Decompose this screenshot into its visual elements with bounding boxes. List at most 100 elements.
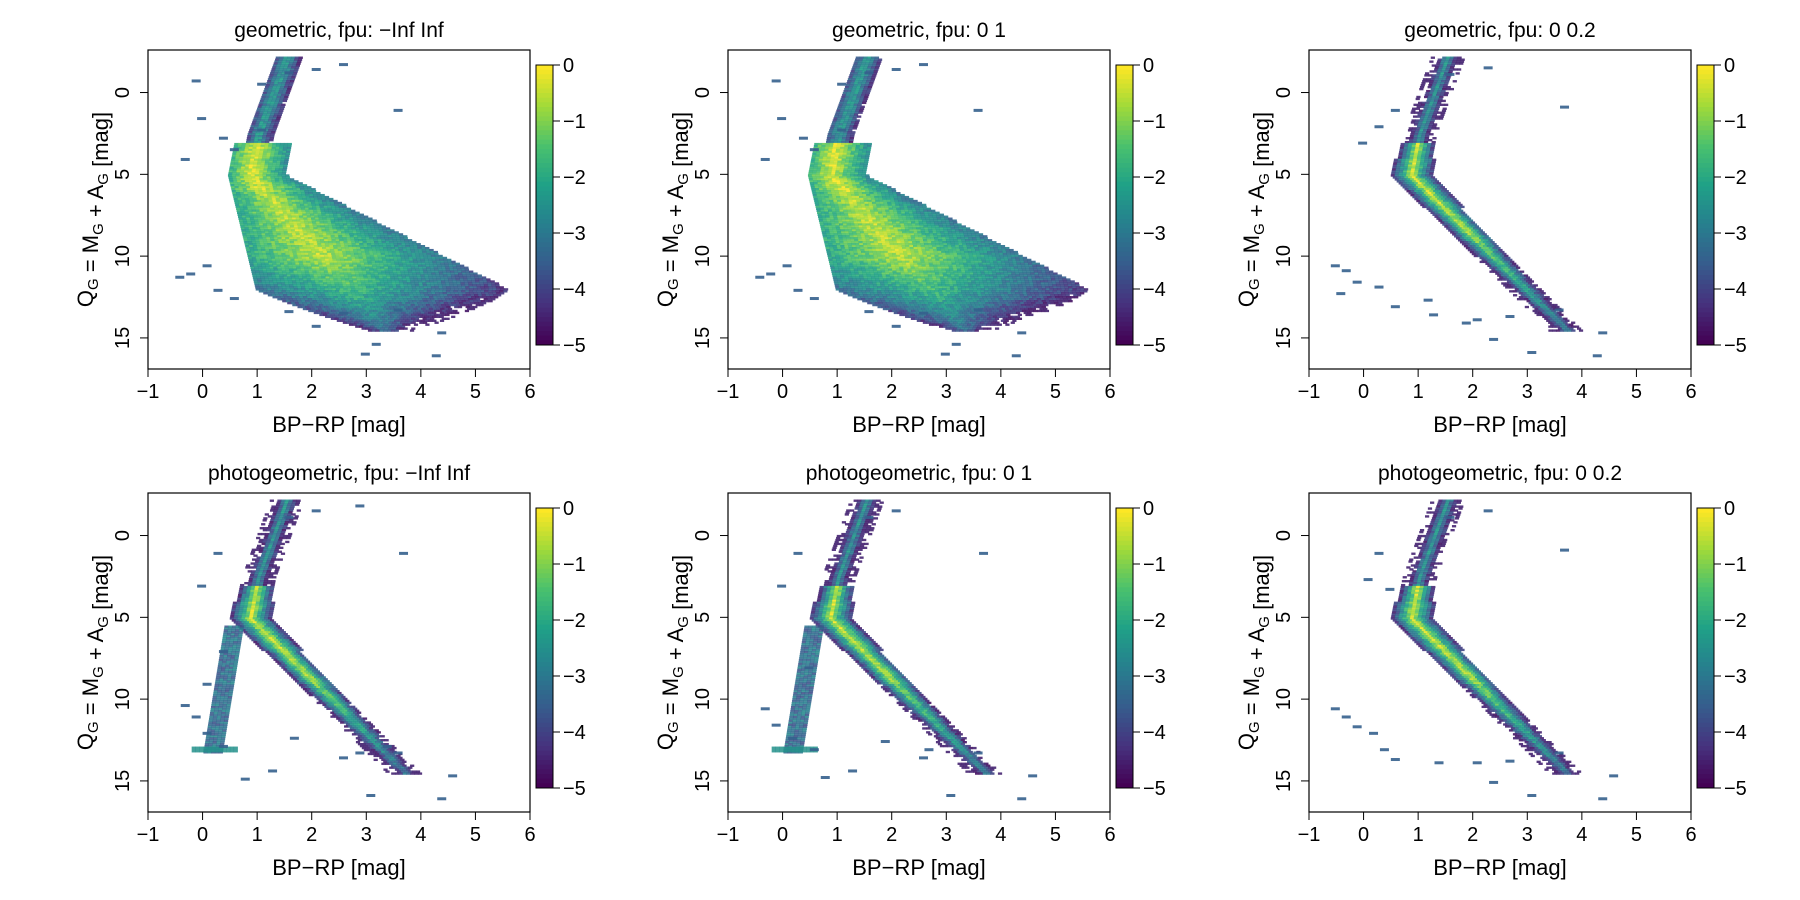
density-cell	[266, 268, 271, 271]
density-cell	[280, 219, 286, 222]
density-cell	[241, 162, 246, 165]
density-cell	[287, 278, 292, 281]
density-cell	[365, 270, 371, 273]
density-cell	[392, 299, 398, 303]
density-cell	[817, 213, 822, 216]
density-cell	[902, 203, 908, 207]
density-cell	[317, 276, 322, 279]
density-cell	[278, 148, 284, 152]
density-cell	[904, 195, 910, 199]
density-cell	[230, 184, 235, 187]
density-cell	[273, 219, 278, 222]
density-cell	[814, 184, 819, 187]
density-cell	[343, 288, 348, 291]
density-cell	[836, 180, 841, 183]
density-cell	[405, 274, 410, 277]
density-cell	[277, 266, 282, 269]
density-cell	[400, 256, 406, 260]
density-cell	[246, 158, 251, 161]
density-cell	[885, 211, 891, 214]
density-cell	[307, 298, 313, 301]
density-cell	[834, 203, 839, 207]
density-cell	[834, 135, 840, 138]
density-cell	[863, 162, 868, 165]
density-cell	[375, 329, 380, 332]
density-cell	[891, 190, 897, 193]
density-cell	[249, 184, 254, 187]
density-cell	[259, 223, 264, 226]
density-cell	[241, 231, 247, 234]
density-cell	[449, 290, 454, 293]
density-cell	[301, 241, 306, 244]
density-cell	[487, 284, 492, 287]
density-cell	[357, 266, 362, 269]
density-cell	[285, 205, 290, 209]
density-cell	[273, 284, 279, 287]
density-cell	[817, 162, 823, 165]
density-cell	[828, 193, 833, 197]
density-cell	[819, 156, 824, 160]
density-cell	[848, 97, 853, 101]
outlier-cell	[257, 128, 267, 132]
density-cell	[410, 248, 415, 252]
density-cell	[254, 250, 259, 254]
density-cell	[268, 199, 273, 203]
density-cell	[288, 219, 293, 222]
density-cell	[910, 203, 915, 207]
density-cell	[281, 205, 286, 209]
density-cell	[490, 296, 495, 299]
density-cell	[817, 184, 823, 187]
density-cell	[841, 188, 847, 191]
density-cell	[272, 97, 277, 101]
density-cell	[317, 195, 322, 199]
density-cell	[381, 288, 386, 291]
density-cell	[837, 186, 842, 189]
density-cell	[839, 170, 844, 173]
density-cell	[351, 294, 357, 297]
density-cell	[424, 276, 429, 279]
density-cell	[287, 246, 292, 250]
colorbar-band	[536, 265, 553, 271]
density-cell	[278, 170, 283, 173]
density-cell	[260, 245, 265, 248]
density-cell	[369, 270, 375, 273]
density-cell	[889, 193, 894, 197]
density-cell	[846, 207, 851, 211]
density-cell	[441, 266, 446, 269]
density-cell	[268, 260, 273, 264]
density-cell	[843, 168, 848, 171]
density-cell	[368, 217, 373, 220]
density-cell	[304, 270, 310, 273]
density-cell	[349, 317, 355, 320]
density-cell	[846, 154, 851, 158]
density-cell	[452, 280, 457, 283]
density-cell	[312, 237, 317, 240]
density-cell	[311, 201, 316, 205]
density-cell	[820, 211, 826, 214]
density-cell	[847, 148, 852, 152]
density-cell	[888, 205, 893, 209]
density-cell	[411, 317, 416, 320]
density-cell	[864, 203, 869, 207]
density-cell	[423, 292, 428, 295]
density-cell	[370, 258, 375, 262]
density-cell	[844, 215, 849, 218]
density-cell	[285, 290, 290, 293]
density-cell	[815, 174, 820, 177]
density-cell	[855, 164, 860, 167]
density-cell	[367, 319, 372, 322]
density-cell	[813, 182, 818, 185]
density-cell	[371, 329, 376, 332]
density-cell	[274, 272, 279, 275]
density-cell	[304, 268, 309, 271]
density-cell	[291, 231, 296, 234]
density-cell	[442, 290, 447, 293]
density-cell	[292, 235, 297, 238]
density-cell	[833, 217, 838, 220]
density-cell	[470, 276, 475, 279]
density-cell	[308, 254, 313, 258]
density-cell	[336, 319, 341, 322]
density-cell	[269, 248, 274, 252]
density-cell	[822, 156, 828, 160]
density-cell	[353, 313, 358, 317]
